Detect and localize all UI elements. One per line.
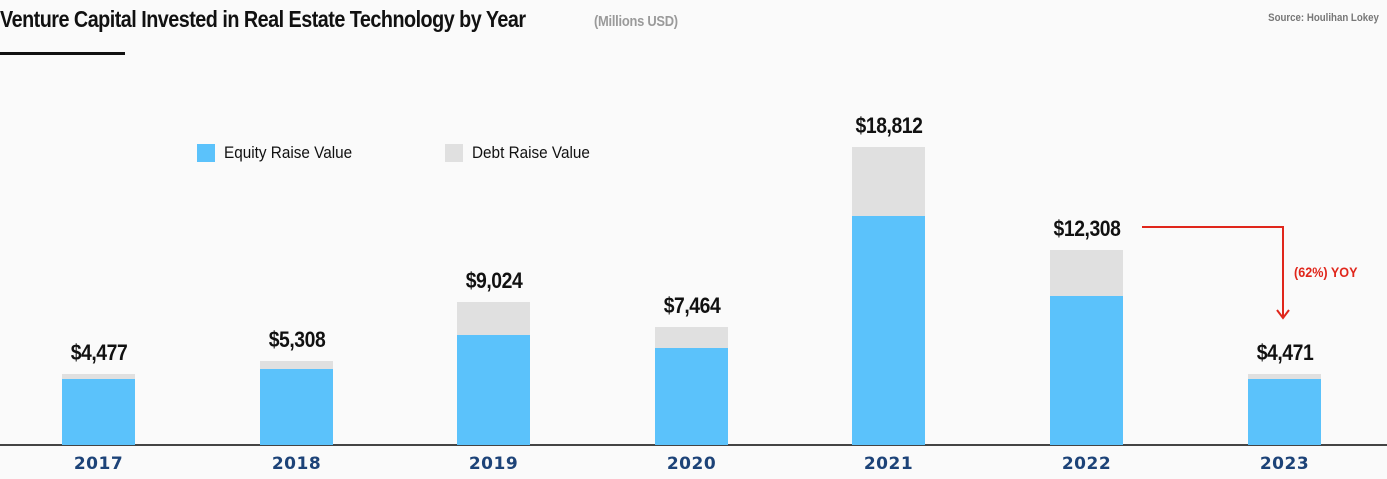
arrow-down-icon — [1276, 309, 1290, 320]
title-underline — [0, 52, 125, 55]
bar-segment-debt — [1248, 374, 1321, 379]
legend-item-debt: Debt Raise Value — [445, 143, 603, 162]
bar-segment-debt — [852, 147, 925, 216]
source-note: Source: Houlihan Lokey — [1268, 12, 1379, 24]
chart-subtitle: (Millions USD) — [594, 13, 678, 30]
chart-title: Venture Capital Invested in Real Estate … — [0, 6, 526, 32]
bar-total-label: $12,308 — [1053, 216, 1120, 242]
bar-segment-equity — [457, 335, 530, 445]
x-tick-label: 2021 — [863, 454, 914, 474]
bar-total-label: $9,024 — [465, 268, 522, 294]
bar-2017 — [62, 374, 135, 445]
legend-item-equity: Equity Raise Value — [197, 143, 366, 162]
bar-2022 — [1050, 250, 1123, 445]
legend-label-debt: Debt Raise Value — [472, 143, 590, 162]
yoy-change-label: (62%) YOY — [1294, 264, 1358, 280]
bar-2023 — [1248, 374, 1321, 445]
x-tick-label: 2018 — [271, 454, 322, 474]
bar-2019 — [457, 302, 530, 445]
bar-total-label: $4,477 — [70, 340, 127, 366]
bar-2018 — [260, 360, 333, 445]
yoy-arrow-vertical — [1282, 226, 1284, 316]
x-tick-label: 2019 — [468, 454, 519, 474]
yoy-arrow-horizontal — [1142, 226, 1284, 228]
bar-segment-equity — [1050, 295, 1123, 445]
bar-segment-equity — [655, 348, 728, 445]
bar-segment-debt — [655, 326, 728, 349]
bar-segment-equity — [852, 215, 925, 445]
legend-label-equity: Equity Raise Value — [224, 143, 353, 162]
bar-segment-debt — [1050, 250, 1123, 296]
bar-total-label: $18,812 — [855, 113, 922, 138]
x-tick-label: 2017 — [73, 454, 124, 474]
x-tick-label: 2020 — [666, 454, 717, 474]
bar-segment-equity — [260, 368, 333, 445]
bar-segment-equity — [62, 378, 135, 445]
bar-total-label: $7,464 — [663, 292, 720, 318]
x-tick-label: 2023 — [1259, 454, 1310, 474]
bar-total-label: $4,471 — [1256, 340, 1313, 366]
bar-segment-debt — [260, 360, 333, 369]
bar-2020 — [655, 326, 728, 445]
bar-segment-debt — [62, 374, 135, 379]
x-tick-label: 2022 — [1061, 454, 1112, 474]
bar-total-label: $5,308 — [268, 326, 325, 352]
bar-segment-debt — [457, 302, 530, 336]
bar-segment-equity — [1248, 378, 1321, 445]
legend-swatch-equity — [197, 144, 215, 162]
bar-2021 — [852, 147, 925, 445]
legend-swatch-debt — [445, 144, 463, 162]
